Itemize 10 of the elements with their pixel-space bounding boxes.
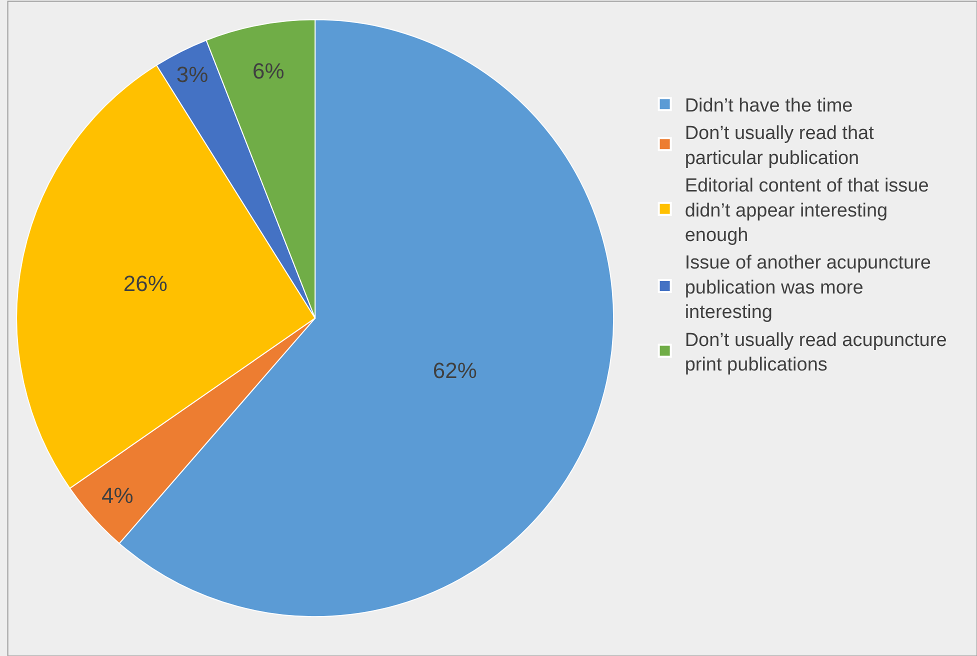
data-label: 26% bbox=[123, 270, 168, 296]
legend-label: Don’t usually read acupuncture print publications bbox=[684, 330, 947, 376]
data-label: 62% bbox=[432, 358, 477, 383]
legend-label: Don’t usually read that particular publication bbox=[684, 123, 875, 169]
legend-label: Editorial content of that issue didn’t appear interesting enough bbox=[684, 176, 929, 246]
data-label: 4% bbox=[101, 482, 134, 508]
legend-label: Issue of another acupuncture publication was more interesting bbox=[684, 252, 931, 324]
legend-label: Didn’t have the time bbox=[684, 96, 853, 117]
data-label: 6% bbox=[252, 58, 284, 84]
data-label: 3% bbox=[176, 62, 208, 87]
